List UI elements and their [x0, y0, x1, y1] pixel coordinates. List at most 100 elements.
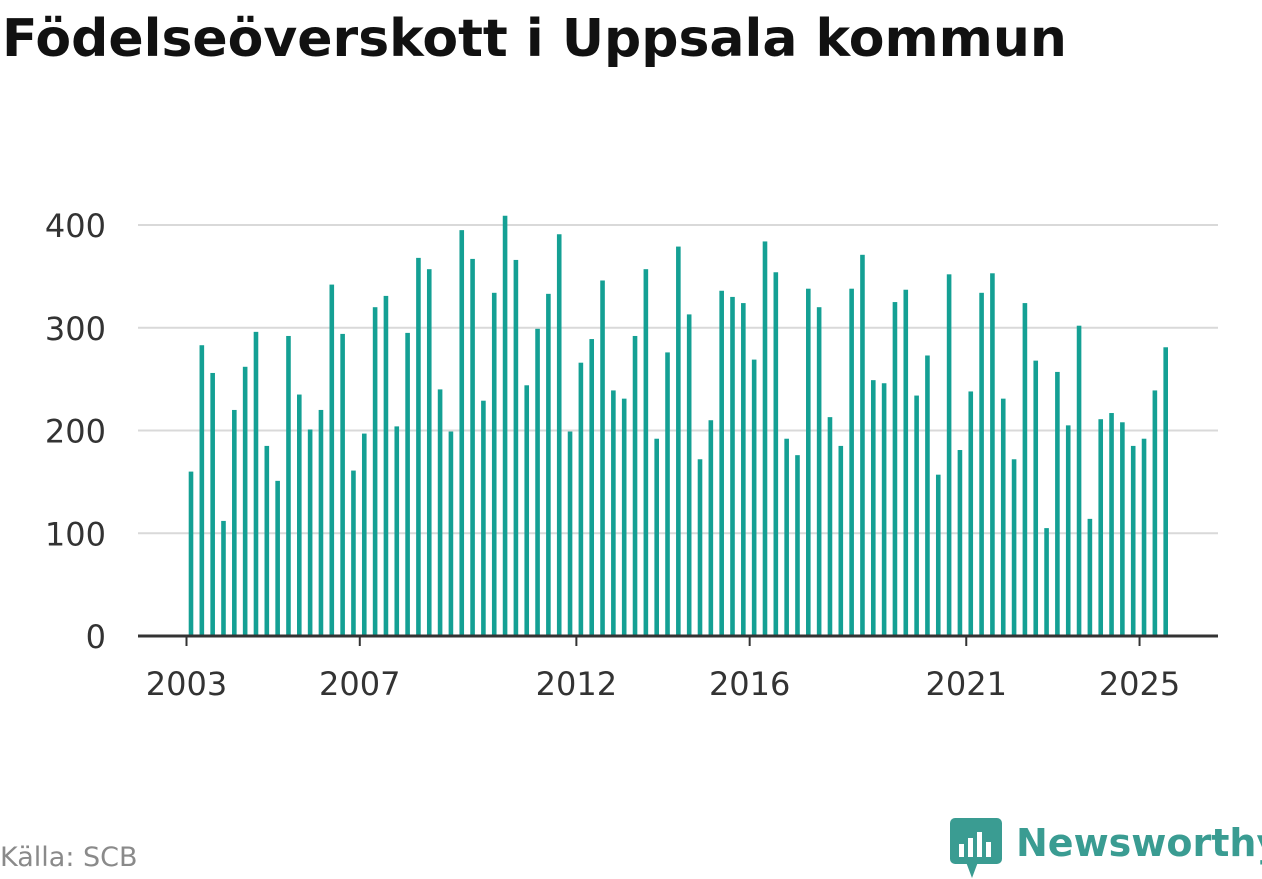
bar	[741, 303, 746, 636]
bar	[546, 293, 551, 636]
bars	[188, 215, 1168, 637]
bar	[448, 431, 454, 636]
bar	[589, 339, 595, 636]
bar	[1065, 425, 1071, 636]
bar	[784, 438, 789, 636]
bar	[405, 332, 410, 636]
bar	[892, 302, 898, 636]
bar	[426, 269, 432, 636]
bar	[827, 417, 833, 636]
bar	[210, 372, 215, 636]
source-note: Källa: SCB	[0, 842, 138, 873]
bar	[513, 259, 519, 636]
bar	[816, 307, 822, 636]
bar	[990, 273, 995, 636]
bar	[253, 331, 259, 636]
bar	[383, 295, 389, 636]
bar	[264, 445, 270, 636]
bar	[870, 380, 876, 636]
bar	[860, 254, 865, 637]
bar	[751, 359, 757, 636]
y-tick-label: 100	[45, 515, 106, 553]
bar	[795, 455, 800, 636]
bar	[925, 355, 930, 636]
bar	[1130, 445, 1136, 636]
bar	[881, 383, 887, 637]
bar	[232, 409, 237, 636]
bar	[578, 362, 584, 636]
bar	[221, 520, 226, 636]
bar	[935, 474, 941, 636]
bar	[524, 385, 530, 636]
bar	[914, 395, 919, 636]
bar	[1109, 413, 1114, 636]
bar	[697, 459, 703, 636]
bar	[1011, 459, 1017, 636]
bar	[762, 241, 768, 636]
y-tick-label: 200	[45, 413, 106, 451]
x-tick-label: 2016	[709, 665, 790, 703]
brand-name: Newsworthy	[1016, 821, 1262, 865]
bar	[1120, 422, 1125, 636]
bar	[329, 284, 335, 636]
bar	[686, 314, 692, 636]
bar	[556, 234, 562, 636]
bar	[719, 290, 724, 636]
bar	[654, 438, 659, 636]
bar	[502, 215, 508, 636]
newsworthy-logo: Newsworthy	[950, 818, 1262, 878]
bar	[470, 258, 475, 636]
bar	[968, 391, 974, 636]
x-tick-label: 2007	[319, 665, 400, 703]
bar	[188, 471, 194, 636]
bar	[611, 390, 616, 636]
bar	[297, 394, 302, 636]
bar	[340, 333, 345, 636]
y-axis-tick-labels: 0 100 200 300 400	[45, 207, 106, 656]
bar	[1033, 360, 1039, 636]
bar	[1098, 419, 1104, 636]
x-tick-label: 2025	[1099, 665, 1180, 703]
bar	[1022, 303, 1028, 636]
bar	[979, 292, 984, 636]
chart-title: Födelseöverskott i Uppsala kommun	[2, 9, 1067, 69]
bar	[957, 450, 963, 636]
bar	[621, 398, 627, 636]
bar	[838, 445, 844, 636]
bar	[275, 480, 280, 636]
bar	[242, 366, 248, 636]
bar	[1087, 518, 1093, 637]
bar-chart-speech-bubble-icon	[950, 818, 1002, 878]
bar	[643, 269, 649, 636]
x-tick-label: 2012	[536, 665, 617, 703]
bar	[361, 433, 367, 636]
bar	[600, 280, 605, 636]
x-tick-label: 2021	[926, 665, 1007, 703]
bar	[459, 230, 465, 636]
bar	[1000, 398, 1006, 636]
bar	[730, 296, 735, 636]
bar	[307, 429, 313, 636]
bar	[1141, 438, 1147, 636]
bar	[481, 400, 486, 636]
bar-chart: 0 100 200 300 400 2003 2007 2012 2016 2021 2025	[45, 207, 1218, 703]
x-axis-tick-labels: 2003 2007 2012 2016 2021 2025	[146, 665, 1180, 703]
bar	[632, 335, 638, 636]
y-tick-label: 0	[86, 618, 106, 656]
bar	[773, 272, 779, 636]
y-tick-label: 300	[45, 310, 106, 348]
bar	[535, 328, 540, 636]
bar	[351, 470, 356, 636]
bar	[394, 426, 400, 636]
bar	[199, 345, 205, 636]
bar	[286, 335, 291, 636]
bar	[567, 431, 573, 636]
bar	[372, 307, 378, 636]
bar	[491, 292, 497, 636]
bar	[708, 420, 714, 637]
bar	[676, 246, 681, 636]
bar	[1152, 390, 1158, 636]
bar	[665, 352, 670, 636]
bar	[903, 289, 909, 636]
bar	[806, 288, 811, 636]
